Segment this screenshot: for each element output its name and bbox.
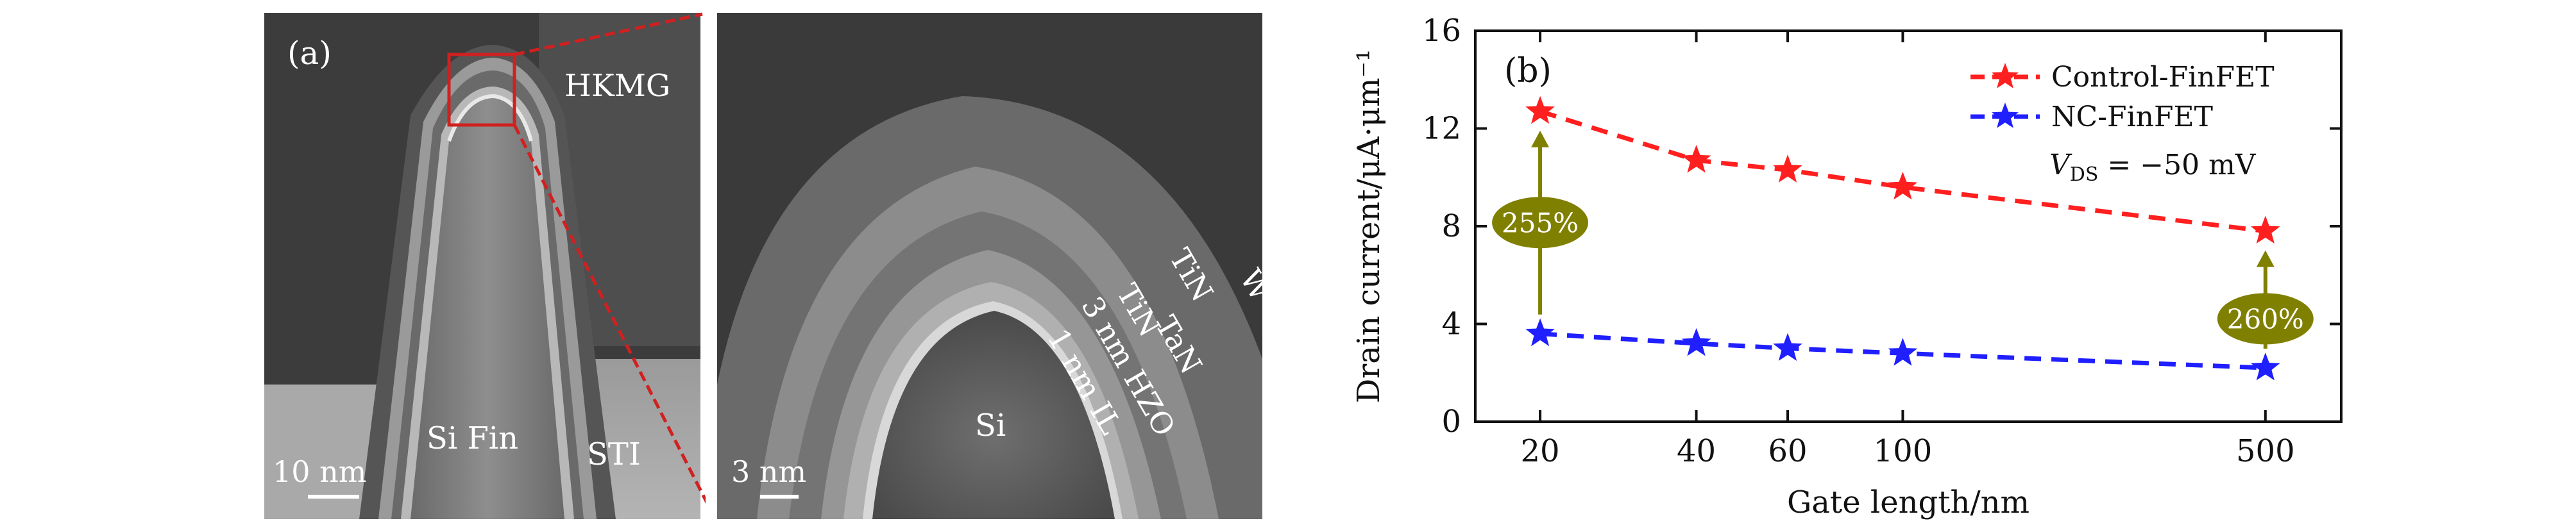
data-point-star bbox=[1681, 328, 1711, 356]
scale-bar-right bbox=[760, 495, 799, 499]
x-tick-label: 500 bbox=[2236, 433, 2295, 469]
panel-a-label: (a) bbox=[287, 35, 332, 72]
legend-star bbox=[1992, 103, 2019, 128]
arrow-head bbox=[2256, 250, 2275, 267]
drain-current-chart: 20 40 60 100 500 0 4 8 12 16 (b) Gate length/nm D… bbox=[1351, 13, 2343, 520]
panel-b-label: (b) bbox=[1504, 52, 1552, 90]
x-axis-label: Gate length/nm bbox=[1787, 484, 2029, 520]
image-divider bbox=[706, 13, 717, 519]
y-tick-label: 0 bbox=[1441, 404, 1461, 440]
si-label: Si bbox=[975, 408, 1006, 443]
arrow-head bbox=[1531, 130, 1550, 147]
scale-bar-left bbox=[308, 495, 359, 499]
tem-image-left: (a) HKMG Si Fin STI 10 nm bbox=[264, 12, 714, 519]
legend-star bbox=[1992, 63, 2019, 88]
hkmg-label: HKMG bbox=[564, 68, 670, 104]
y-tick-label: 8 bbox=[1441, 208, 1461, 244]
legend-label: NC-FinFET bbox=[2051, 101, 2213, 133]
x-tick-label: 100 bbox=[1874, 433, 1933, 469]
percent-badge bbox=[1492, 197, 1589, 249]
data-point-star bbox=[1525, 318, 1555, 347]
legend: Control-FinFET NC-FinFET bbox=[1970, 61, 2275, 133]
scale-label-right: 3 nm bbox=[731, 454, 806, 489]
legend-label: Control-FinFET bbox=[2051, 61, 2275, 94]
x-tick-label: 40 bbox=[1677, 433, 1716, 469]
percent-badge bbox=[2217, 293, 2314, 345]
x-tick-label: 60 bbox=[1768, 433, 1807, 469]
sti-label: STI bbox=[587, 436, 641, 472]
y-tick-label: 12 bbox=[1422, 111, 1461, 147]
scale-label-left: 10 nm bbox=[273, 454, 366, 489]
tem-image-right: W TiN TaN TiN 3 nm HZO 1 nm IL Si 3 nm bbox=[717, 13, 1278, 519]
y-tick-label: 16 bbox=[1422, 13, 1461, 49]
percent-label: 260% bbox=[2227, 303, 2304, 335]
data-point-star bbox=[1681, 145, 1711, 173]
y-tick-label: 4 bbox=[1441, 306, 1461, 342]
data-point-star bbox=[1773, 333, 1802, 361]
data-point-star bbox=[1888, 172, 1918, 200]
data-point-star bbox=[1773, 154, 1802, 183]
vds-annotation: VDS = −50 mV bbox=[2049, 149, 2257, 186]
data-point-star bbox=[1525, 95, 1555, 124]
si-fin-label: Si Fin bbox=[427, 420, 518, 456]
x-tick-label: 20 bbox=[1521, 433, 1560, 469]
data-point-star bbox=[1888, 338, 1918, 366]
data-point-star bbox=[2251, 352, 2280, 381]
y-axis-label: Drain current/μA·μm⁻¹ bbox=[1351, 49, 1387, 403]
percent-label: 255% bbox=[1502, 207, 1579, 238]
data-point-star bbox=[2251, 215, 2280, 244]
